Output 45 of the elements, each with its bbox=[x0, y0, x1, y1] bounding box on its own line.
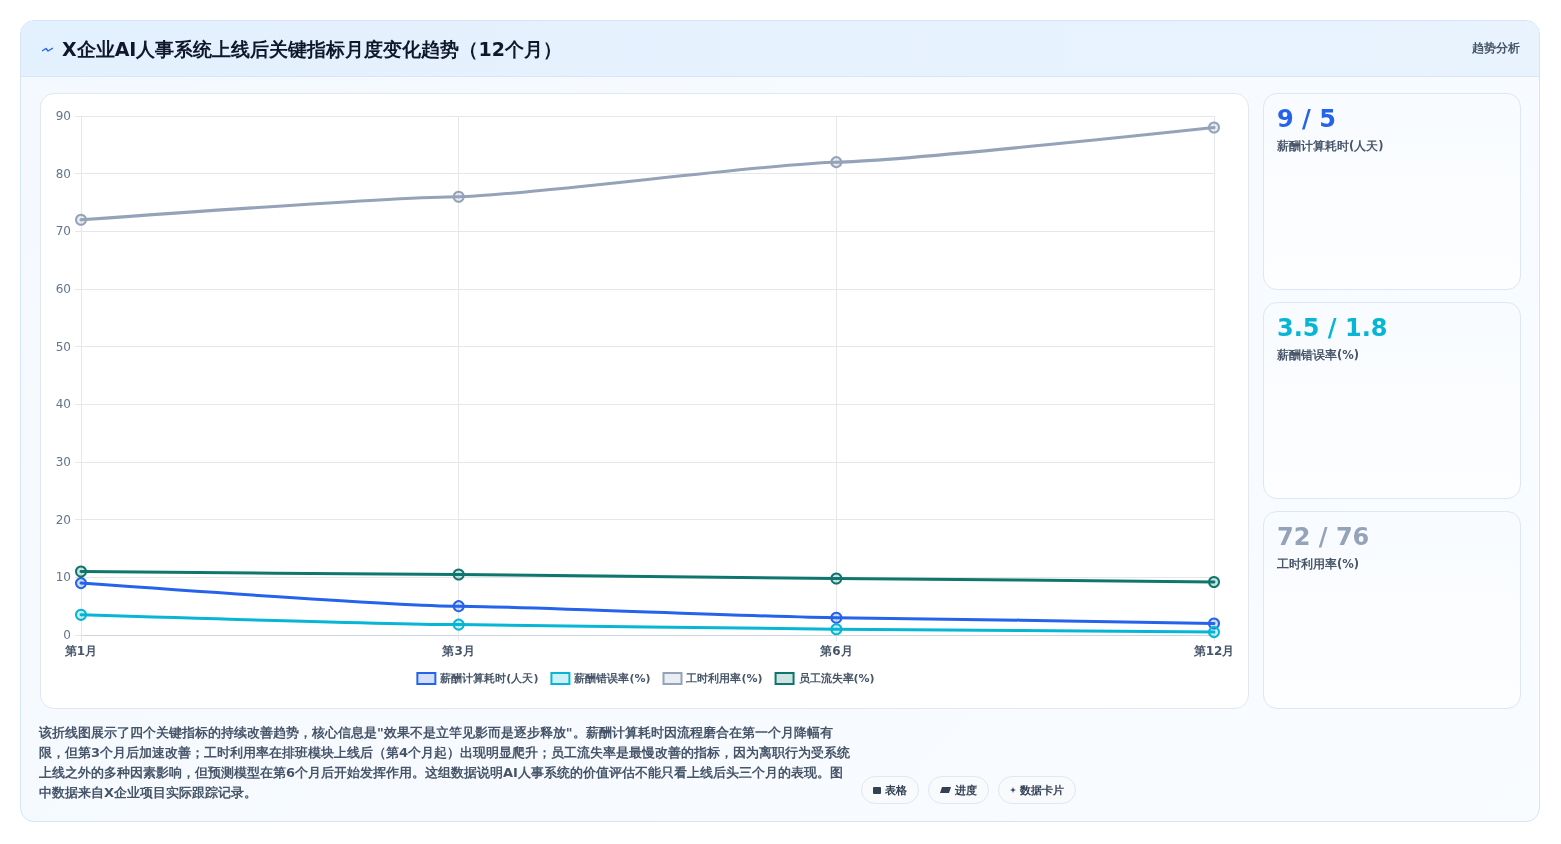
text: 该折线图展示了四个关键指标的持续改善趋势，核心信息是"效果不是立竿见影而是逐步释放"。薪酬计算耗时因流程磨合在第一个月降幅有限，但第3个月后加速改善；工时利用率在排班模块上线后（第4个月起）出现明显爬升；员工流失率是最慢改善的指标，因为离职行为受系统上线之外的多种因素影响，但预测模型在第6个月后开始发挥作用。这组数据说明AI人事系统的价值评估不能只看上线后头三个月的表现。图中数据来自X企业项目实际跟踪记录。 bbox=[39, 724, 851, 802]
y-tick-label: 0 bbox=[63, 628, 71, 642]
point bbox=[75, 577, 87, 590]
text: 薪酬计算耗时(人天) bbox=[1277, 138, 1384, 154]
text: 进度 bbox=[955, 782, 977, 798]
y-tick-label: 70 bbox=[55, 224, 71, 239]
point bbox=[830, 611, 843, 624]
point bbox=[1208, 575, 1220, 588]
y-tick-label: 40 bbox=[55, 397, 71, 412]
x-tick-label: 第6月 bbox=[819, 644, 853, 658]
point bbox=[830, 572, 843, 585]
point bbox=[830, 623, 843, 636]
y-tick-label: 80 bbox=[55, 166, 71, 181]
y-tick-label: 10 bbox=[55, 570, 71, 585]
point bbox=[1208, 121, 1220, 134]
text: 趋势分析 bbox=[1472, 41, 1520, 55]
y-tick-label: 30 bbox=[55, 455, 71, 469]
text: 薪酬错误率(%) bbox=[1277, 347, 1360, 363]
point bbox=[452, 190, 465, 203]
y-tick-label: 60 bbox=[55, 282, 71, 296]
text: 数据卡片 bbox=[1020, 782, 1064, 798]
point bbox=[75, 213, 87, 226]
point bbox=[452, 568, 465, 581]
x-tick-label: 第12月 bbox=[1192, 644, 1235, 658]
point bbox=[452, 600, 465, 613]
y-tick-label: 50 bbox=[55, 339, 71, 354]
text: 72 / 76 bbox=[1277, 522, 1370, 552]
point bbox=[830, 156, 843, 169]
point bbox=[1208, 626, 1220, 639]
point bbox=[75, 565, 87, 578]
point bbox=[452, 618, 465, 631]
point bbox=[75, 608, 87, 621]
legend-label: 工时利用率(%) bbox=[685, 672, 763, 685]
x-tick-label: 第3月 bbox=[441, 644, 475, 658]
legend-label: 薪酬错误率(%) bbox=[573, 672, 651, 685]
text: 3.5 / 1.8 bbox=[1277, 313, 1388, 343]
chart-title: X企业AI人事系统上线后关键指标月度变化趋势（12个月） bbox=[62, 37, 562, 62]
x-tick-label: 第1月 bbox=[63, 644, 98, 658]
text: 9 / 5 bbox=[1277, 104, 1336, 134]
y-tick-label: 90 bbox=[55, 109, 71, 123]
text: 工时利用率(%) bbox=[1277, 556, 1360, 572]
y-tick-label: 20 bbox=[55, 512, 71, 527]
legend-label: 薪酬计算耗时(人天) bbox=[439, 672, 539, 685]
legend-label: 员工流失率(%) bbox=[798, 672, 875, 685]
text: 表格 bbox=[885, 782, 907, 798]
